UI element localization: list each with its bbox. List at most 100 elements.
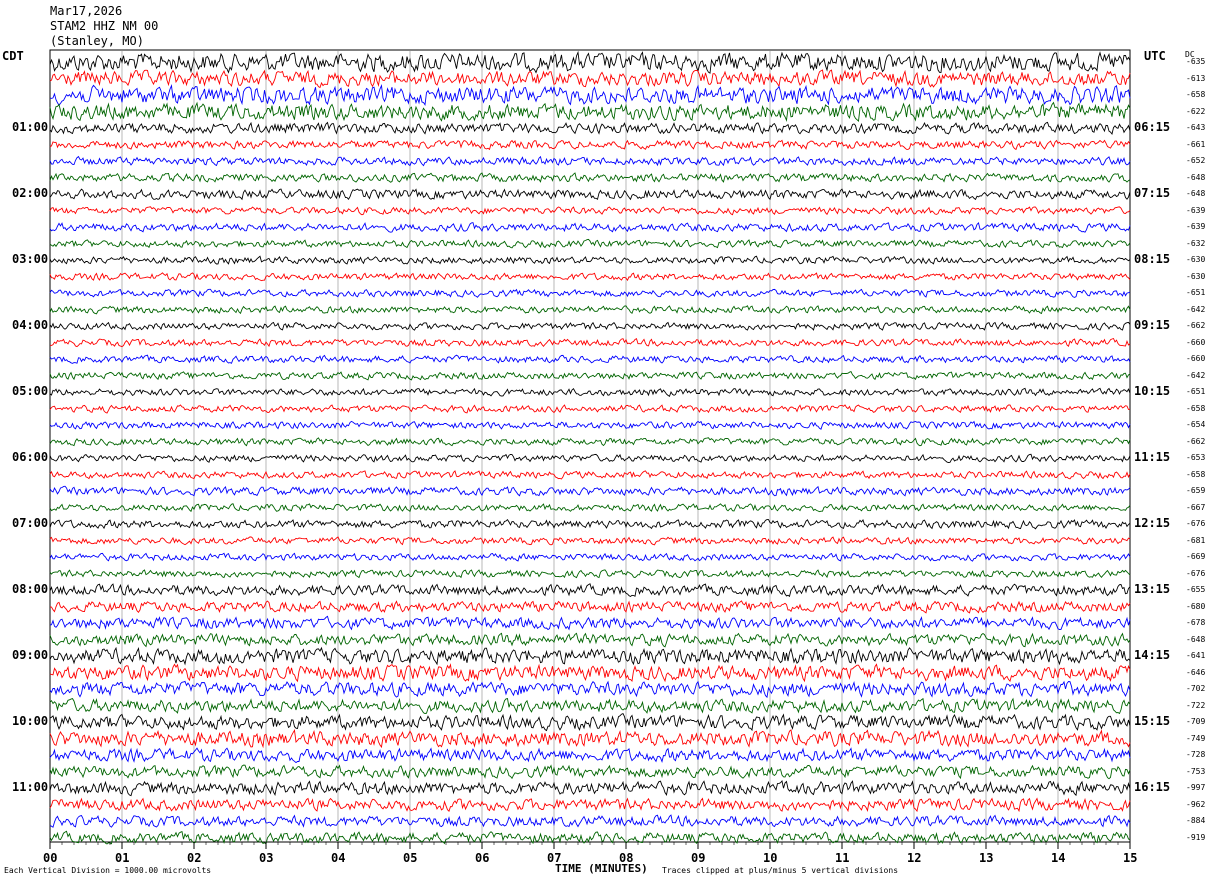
dc-offset-label: -661 (1186, 139, 1206, 149)
left-hour-label: 03:00 (12, 252, 49, 267)
dc-offset-label: -630 (1186, 271, 1206, 281)
clip-note: Traces clipped at plus/minus 5 vertical … (662, 866, 899, 875)
seismic-trace (49, 420, 1131, 430)
left-hour-label: 11:00 (12, 780, 49, 795)
seismic-trace (49, 272, 1131, 282)
dc-offset-label: -919 (1186, 832, 1206, 842)
seismic-trace (49, 238, 1131, 249)
right-hour-label: 08:15 (1134, 252, 1171, 267)
x-tick-label: 06 (475, 851, 490, 865)
dc-offset-label: -678 (1186, 618, 1206, 628)
header-date: Mar17,2026 (50, 4, 123, 18)
dc-offset-label: -652 (1186, 156, 1206, 166)
seismic-trace (49, 121, 1131, 136)
seismic-trace (49, 305, 1131, 315)
left-hour-label: 01:00 (12, 120, 49, 135)
dc-offset-label: -642 (1186, 370, 1206, 380)
dc-offset-label: -642 (1186, 304, 1206, 314)
left-timezone-label: CDT (2, 49, 24, 63)
seismic-trace (49, 615, 1131, 631)
dc-offset-label: -669 (1186, 552, 1206, 562)
dc-offset-label: -630 (1186, 255, 1206, 265)
left-hour-label: 05:00 (12, 384, 49, 399)
x-tick-label: 09 (691, 851, 706, 865)
seismic-trace (49, 172, 1131, 183)
seismic-trace (49, 69, 1131, 89)
seismic-trace (49, 155, 1131, 167)
left-hour-label: 04:00 (12, 318, 49, 333)
dc-offset-label: -651 (1186, 387, 1206, 397)
vertical-division-note: Each Vertical Division = 1000.00 microvo… (4, 866, 212, 875)
seismic-trace (49, 747, 1131, 764)
plot-frame (49, 49, 1131, 843)
dc-offset-label: -667 (1186, 502, 1206, 512)
right-hour-label: 13:15 (1134, 582, 1171, 597)
seismic-trace (49, 600, 1131, 614)
dc-offset-label: -662 (1186, 436, 1206, 446)
seismic-trace (49, 680, 1131, 699)
seismic-trace (49, 337, 1131, 348)
seismic-trace (49, 569, 1131, 579)
seismic-trace (49, 728, 1131, 749)
dc-offset-label: -651 (1186, 288, 1206, 298)
dc-offset-label: -648 (1186, 189, 1206, 199)
left-hour-label: 09:00 (12, 648, 49, 663)
seismic-trace (49, 814, 1131, 828)
dc-offset-label: -660 (1186, 354, 1206, 364)
dc-offset-label: -648 (1186, 634, 1206, 644)
seismic-trace (49, 797, 1131, 813)
seismic-trace (49, 371, 1131, 381)
seismic-trace (49, 139, 1131, 151)
dc-offset-label: -646 (1186, 667, 1206, 677)
seismic-trace (49, 437, 1131, 447)
seismic-trace (49, 583, 1131, 598)
seismic-trace (49, 503, 1131, 513)
right-hour-label: 15:15 (1134, 714, 1171, 729)
x-tick-label: 07 (547, 851, 562, 865)
dc-label: DC (1185, 50, 1195, 59)
seismic-trace (49, 50, 1131, 74)
x-tick-label: 05 (403, 851, 418, 865)
seismic-trace (49, 632, 1131, 648)
left-hour-label: 08:00 (12, 582, 49, 597)
x-tick-label: 11 (835, 851, 850, 865)
seismic-trace (49, 713, 1131, 732)
left-hour-label: 06:00 (12, 450, 49, 465)
dc-offset-label: -635 (1186, 57, 1206, 67)
seismic-trace (49, 519, 1131, 530)
seismic-trace (49, 206, 1131, 216)
seismic-trace (49, 453, 1131, 463)
right-hour-label: 12:15 (1134, 516, 1171, 531)
dc-offset-label: -648 (1186, 172, 1206, 182)
x-tick-label: 02 (187, 851, 202, 865)
dc-offset-label: -680 (1186, 601, 1206, 611)
dc-offset-label: -653 (1186, 453, 1206, 463)
right-hour-label: 09:15 (1134, 318, 1171, 333)
seismic-trace (49, 404, 1131, 414)
dc-offset-label: -613 (1186, 73, 1206, 83)
x-tick-label: 04 (331, 851, 346, 865)
right-hour-label: 07:15 (1134, 186, 1171, 201)
dc-offset-label: -702 (1186, 684, 1206, 694)
left-hour-label: 02:00 (12, 186, 49, 201)
seismic-trace (49, 485, 1131, 497)
seismic-trace (49, 101, 1131, 123)
dc-offset-label: -639 (1186, 222, 1206, 232)
dc-offset-label: -655 (1186, 585, 1206, 595)
x-tick-label: 10 (763, 851, 778, 865)
dc-offset-label: -997 (1186, 783, 1206, 793)
dc-offset-label: -728 (1186, 750, 1206, 760)
dc-offset-label: -639 (1186, 205, 1206, 215)
plot-header: Mar17,2026 STAM2 HHZ NM 00 (Stanley, MO) (50, 4, 158, 49)
x-tick-label: 13 (979, 851, 994, 865)
dc-offset-label: -722 (1186, 700, 1206, 710)
header-location: (Stanley, MO) (50, 34, 144, 48)
x-tick-label: 03 (259, 851, 274, 865)
seismic-trace (49, 779, 1131, 797)
seismic-trace (49, 288, 1131, 298)
dc-offset-label: -662 (1186, 321, 1206, 331)
dc-offset-label: -884 (1186, 816, 1206, 826)
dc-offset-label: -654 (1186, 420, 1206, 430)
dc-offset-label: -749 (1186, 733, 1206, 743)
seismic-trace (49, 83, 1131, 106)
